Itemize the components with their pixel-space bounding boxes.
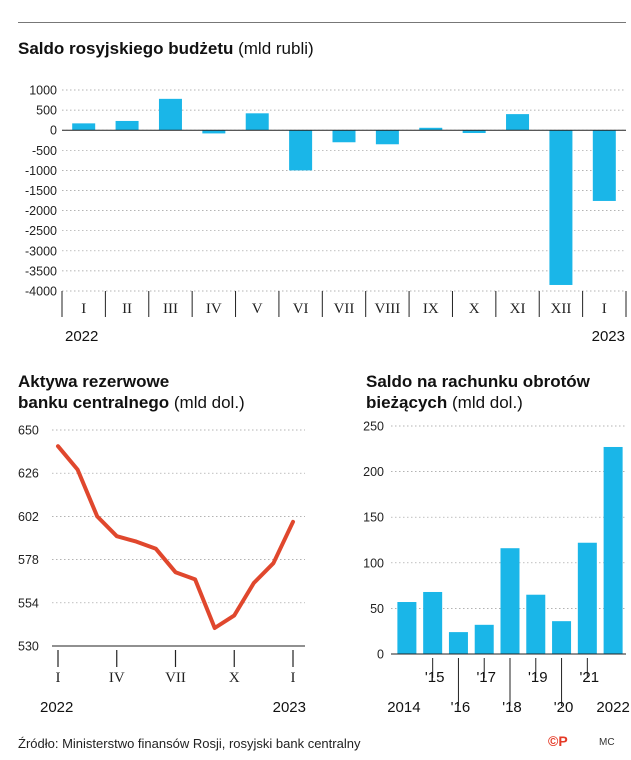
- budget-ytick-label: 500: [36, 104, 57, 118]
- budget-ytick-label: -500: [32, 144, 57, 158]
- reserves-xtick-label: I: [56, 670, 61, 686]
- budget-bar: [289, 130, 313, 171]
- budget-ytick-label: -3000: [25, 244, 57, 258]
- current-account-ytick-label: 100: [363, 556, 384, 570]
- reserves-unit: (mld dol.): [173, 393, 245, 412]
- current-account-xtick-label: 2014: [387, 699, 420, 716]
- current-account-ytick-label: 200: [363, 465, 384, 479]
- current-account-bar: [603, 446, 623, 654]
- source-note: Źródło: Ministerstwo finansów Rosji, ros…: [18, 736, 361, 751]
- budget-xtick-label: II: [122, 301, 132, 317]
- current-account-title-line1: Saldo na rachunku obrotów: [366, 372, 590, 391]
- current-account-xtick-label: '17: [476, 669, 496, 686]
- reserves-xtick-label: VII: [165, 670, 186, 686]
- budget-bar: [419, 127, 443, 131]
- current-account-xtick-label: '19: [528, 669, 548, 686]
- budget-title: Saldo rosyjskiego budżetu (mld rubli): [18, 38, 314, 59]
- current-account-bar: [500, 548, 520, 654]
- current-account-bar: [448, 632, 468, 654]
- current-account-ytick-label: 50: [370, 602, 384, 616]
- budget-xtick-label: V: [252, 301, 263, 317]
- budget-year-end: 2023: [592, 328, 625, 345]
- current-account-bar: [397, 602, 417, 654]
- budget-year-start: 2022: [65, 328, 98, 345]
- budget-unit: (mld rubli): [238, 39, 314, 58]
- current-account-xtick-label: 2022: [596, 699, 629, 716]
- reserves-ytick-label: 650: [18, 424, 39, 438]
- budget-xtick-label: I: [602, 301, 607, 317]
- budget-bar: [245, 113, 269, 131]
- budget-ytick-label: -1000: [25, 164, 57, 178]
- budget-xtick-label: VI: [293, 301, 309, 317]
- reserves-title-line2: banku centralnego: [18, 393, 170, 412]
- budget-title-text: Saldo rosyjskiego budżetu: [18, 39, 234, 58]
- budget-bar: [375, 130, 399, 145]
- budget-bar: [506, 114, 530, 131]
- budget-xtick-label: XII: [551, 301, 572, 317]
- budget-xtick-label: III: [163, 301, 178, 317]
- budget-bar: [332, 130, 356, 143]
- budget-xtick-label: I: [81, 301, 86, 317]
- current-account-unit: (mld dol.): [452, 393, 523, 412]
- budget-xtick-label: X: [469, 301, 480, 317]
- current-account-bar: [552, 621, 572, 654]
- budget-xtick-label: VII: [334, 301, 355, 317]
- budget-bar: [202, 130, 226, 134]
- current-account-title: Saldo na rachunku obrotów bieżących (mld…: [366, 371, 590, 413]
- budget-xtick-label: XI: [510, 301, 526, 317]
- reserves-ytick-label: 626: [18, 467, 39, 481]
- budget-bar: [462, 130, 486, 134]
- budget-ytick-label: -2000: [25, 204, 57, 218]
- budget-ytick-label: 1000: [29, 84, 57, 98]
- current-account-xtick-label: '15: [425, 669, 445, 686]
- reserves-ytick-label: 578: [18, 553, 39, 567]
- reserves-ytick-label: 530: [18, 640, 39, 654]
- current-account-bar: [474, 624, 494, 654]
- current-account-xtick-label: '16: [451, 699, 471, 716]
- budget-bar: [72, 123, 96, 131]
- current-account-xtick-label: '18: [502, 699, 522, 716]
- reserves-year-end: 2023: [273, 699, 306, 716]
- current-account-bar: [577, 542, 597, 654]
- current-account-title-line2: bieżących: [366, 393, 448, 412]
- current-account-bar: [526, 594, 546, 654]
- budget-ytick-label: -4000: [25, 285, 57, 299]
- budget-xtick-label: VIII: [374, 301, 400, 317]
- reserves-series-line: [56, 444, 295, 630]
- budget-ytick-label: 0: [50, 124, 57, 138]
- reserves-xtick-label: I: [291, 670, 296, 686]
- budget-ytick-label: -2500: [25, 224, 57, 238]
- reserves-xtick-label: IV: [109, 670, 125, 686]
- current-account-ytick-label: 0: [377, 648, 384, 662]
- budget-xtick-label: IV: [206, 301, 222, 317]
- reserves-ytick-label: 602: [18, 510, 39, 524]
- budget-bar: [592, 130, 616, 201]
- current-account-xtick-label: '20: [554, 699, 574, 716]
- reserves-year-start: 2022: [40, 699, 73, 716]
- reserves-title-line1: Aktywa rezerwowe: [18, 372, 170, 391]
- budget-bar: [549, 130, 573, 285]
- author-credit: MC: [599, 737, 615, 748]
- reserves-ytick-label: 554: [18, 596, 39, 610]
- budget-ytick-label: -1500: [25, 184, 57, 198]
- current-account-ytick-label: 150: [363, 511, 384, 525]
- reserves-title: Aktywa rezerwowe banku centralnego (mld …: [18, 371, 245, 413]
- budget-bar: [158, 98, 182, 131]
- top-rule: [18, 22, 626, 23]
- reserves-xtick-label: X: [229, 670, 240, 686]
- publisher-logo: ©P: [548, 733, 568, 749]
- current-account-ytick-label: 250: [363, 420, 384, 434]
- current-account-bar: [423, 591, 443, 654]
- budget-ytick-label: -3500: [25, 264, 57, 278]
- current-account-xtick-label: '21: [580, 669, 600, 686]
- budget-xtick-label: IX: [423, 301, 439, 317]
- budget-bar: [115, 120, 139, 131]
